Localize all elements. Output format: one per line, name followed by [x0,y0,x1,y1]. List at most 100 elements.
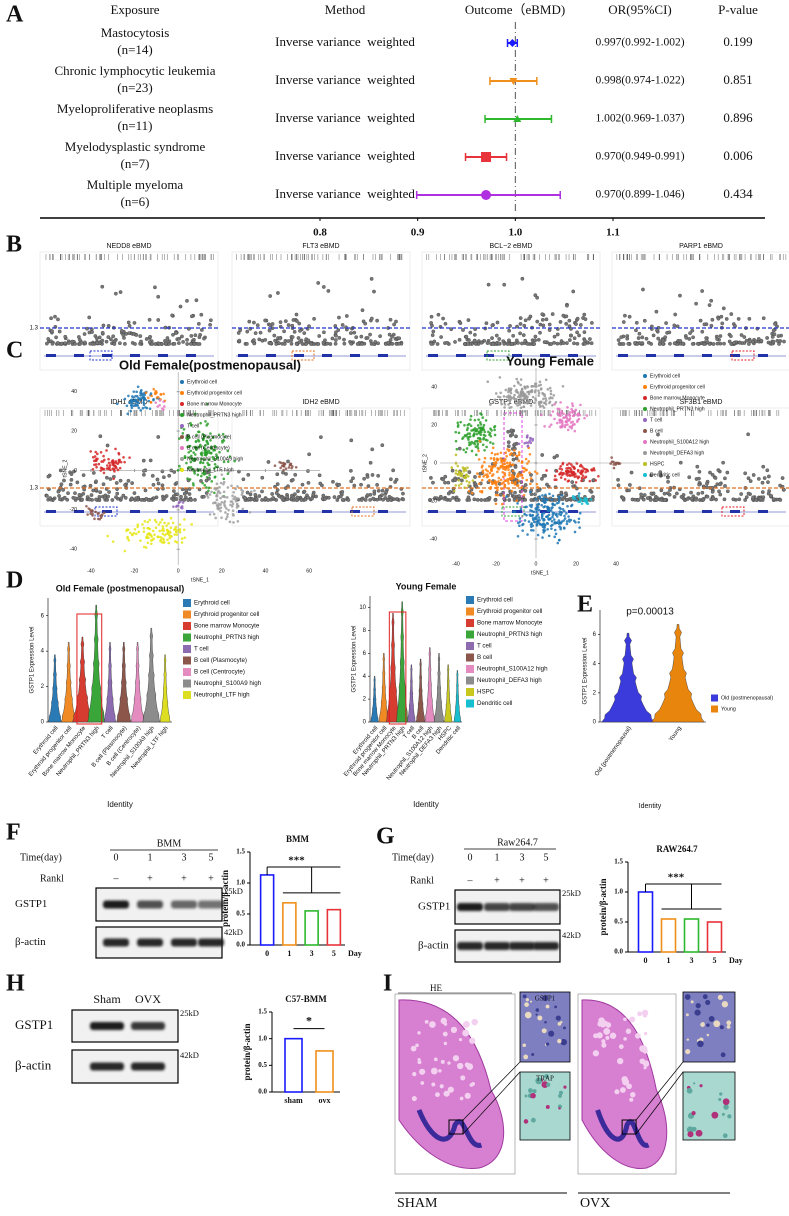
locus-point [163,496,166,499]
or-label: 0.997(0.992-1.002) [595,37,684,49]
violin [143,628,160,722]
locus-point [347,498,350,501]
cell-point [119,467,122,470]
cell-point [181,541,184,544]
marrow [605,1022,611,1028]
locus-point [627,342,630,345]
cell-point [212,502,215,505]
marrow [465,1093,471,1099]
locus-point [246,491,249,494]
cell-point [566,520,569,523]
marrow [434,1058,438,1062]
locus-point [577,334,580,337]
locus-point [164,342,167,345]
locus-point [732,498,735,501]
locus-point [638,332,641,335]
marrow [429,1021,436,1028]
locus-point [673,324,676,327]
cell-point [199,422,202,425]
locus-point [339,495,342,498]
locus-point [183,492,186,495]
locus-point [637,498,640,501]
cell-point [227,486,230,489]
cell-point [172,522,175,525]
ihc-cell [563,1026,566,1029]
cell-point [495,494,498,497]
cell-point [519,474,522,477]
locus-point [350,439,353,442]
ihc-cell [531,1053,534,1056]
cell-point [528,393,531,396]
cell-point [162,529,165,532]
gene [378,510,388,513]
cell-point [490,468,493,471]
locus-point [728,340,731,343]
cell-point [154,401,157,404]
cell-point [517,381,520,384]
x-axis-label: Identity [413,800,439,809]
ihc-cell [556,1016,561,1021]
locus-point [709,299,712,302]
legend-swatch [183,611,191,619]
locus-title: FLT3 eBMD [302,243,339,250]
locus-point [375,319,378,322]
cell-point [152,388,155,391]
cell-point [183,528,186,531]
locus-point [307,453,310,456]
band [533,903,559,911]
cell-point [572,405,575,408]
cell-point [507,487,510,490]
locus-point [506,430,509,433]
locus-point [725,317,728,320]
legend-label: Bone marrow Monocyte [650,395,705,401]
locus-point [162,476,165,479]
cell-point [578,517,581,520]
cell-point [479,421,482,424]
lane-label: 5 [544,852,549,863]
cell-point [559,467,562,470]
cell-point [552,514,555,517]
y-tick-label: 10 [359,605,366,611]
cell-point [97,512,100,515]
cell-point [112,540,115,543]
cell-point [572,471,575,474]
cell-point [100,451,103,454]
locus-point [247,473,250,476]
column-header: P-value [718,2,758,17]
cell-point [529,491,532,494]
locus-point [628,483,631,486]
locus-point [276,482,279,485]
locus-point [252,321,255,324]
cell-point [526,445,529,448]
cell-point [581,477,584,480]
locus-point [101,285,104,288]
ihc-cell [726,1020,731,1025]
locus-point [510,342,513,345]
cell-point [140,389,143,392]
locus-point [663,492,666,495]
cell-point [521,411,524,414]
x-tick-label: 0 [644,956,648,965]
legend-label: T cell [187,423,199,429]
sample-size: (n=6) [121,194,150,209]
cell-point [517,479,520,482]
cell-point [103,468,106,471]
gene [102,354,112,357]
locus-point [712,342,715,345]
cell-point [541,536,544,539]
cell-point [500,451,503,454]
cell-point [535,517,538,520]
locus-point [447,492,450,495]
cell-point [511,481,514,484]
cell-point [538,392,541,395]
ihc-cell [542,1028,547,1033]
locus-point [341,323,344,326]
locus-point [719,483,722,486]
treatment: + [543,875,549,886]
marrow [630,1092,635,1097]
x-tick-label: 20 [573,561,579,567]
cell-point [566,406,569,409]
locus-point [656,337,659,340]
marrow [418,1058,421,1061]
cell-point [205,424,208,427]
